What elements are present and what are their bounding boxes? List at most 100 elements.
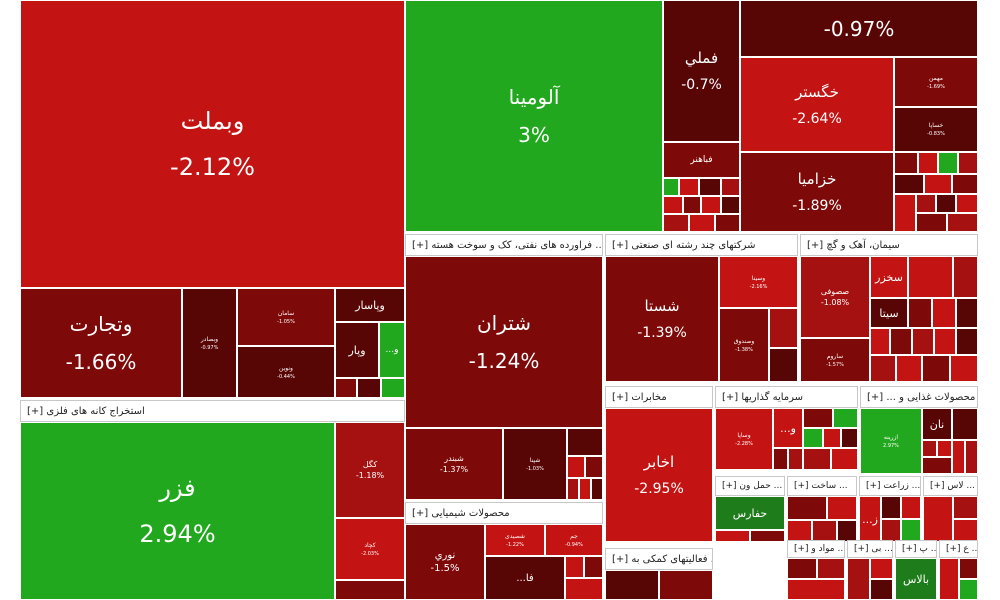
small-tiles-mosaic	[870, 328, 978, 382]
small-tiles-mosaic	[773, 448, 803, 470]
tile-name: نان	[929, 417, 945, 431]
tile-vnovin[interactable]: ونوین -0.44%	[237, 346, 335, 398]
tile-name: آلومینا	[508, 85, 560, 109]
tile-sakhzar[interactable]: سخزر	[870, 256, 908, 298]
tile-change: -2.95%	[634, 481, 684, 497]
tile-name: سخزر	[875, 270, 903, 284]
tile-vsapa[interactable]: وساپا -2.28%	[715, 408, 773, 470]
tile-fazar[interactable]: فزر 2.94%	[20, 422, 335, 600]
group-header-chemicals[interactable]: محصولات شیمیایی [+]	[405, 502, 603, 524]
tile-name: ازرینه	[883, 433, 899, 441]
tile-change: 2.94%	[139, 520, 216, 548]
tile-jam[interactable]: جم -0.94%	[545, 524, 603, 556]
tile-small[interactable]	[335, 580, 405, 600]
tile-name: وصندوق	[733, 337, 755, 345]
tile-change: -1.5%	[430, 563, 460, 574]
tile-khzamia[interactable]: خزامیا -1.89%	[740, 152, 894, 232]
tile-change: 2.97%	[883, 442, 899, 449]
small-tiles-mosaic	[605, 570, 713, 600]
tile-name: ونوین	[279, 364, 293, 372]
tile-change: -0.97%	[200, 344, 219, 351]
tile-name: ...ز	[862, 512, 878, 526]
tile-name: فزر	[159, 474, 196, 502]
tile-balas[interactable]: بالاس	[895, 558, 937, 600]
tile-name: سامان	[277, 309, 295, 317]
tile-khsapa[interactable]: خساپا -0.83%	[894, 107, 978, 152]
tile-shtran[interactable]: شتران -1.24%	[405, 256, 603, 428]
tile-vbmellat[interactable]: وبملت -2.12%	[20, 0, 405, 288]
tile-fbahonar[interactable]: فباهنر	[663, 142, 740, 178]
tile-name: ...و	[780, 421, 796, 435]
group-header-metal-ores[interactable]: استخراج کانه های فلزی [+]	[20, 400, 405, 422]
group-header-investments[interactable]: سرمایه گذاریها [+]	[715, 386, 858, 408]
tile-name: ...فا	[516, 572, 534, 584]
group-header-telecom[interactable]: مخابرات [+]	[605, 386, 713, 408]
tile-nan[interactable]: نان	[922, 408, 952, 440]
group-header-p[interactable]: ... پ [+]	[895, 540, 937, 558]
small-tiles-mosaic	[715, 530, 785, 542]
tile-shemgsh[interactable]: شصیدی -1.22%	[485, 524, 545, 556]
group-header-e[interactable]: ... ع [+]	[939, 540, 978, 558]
group-header-support-activities[interactable]: ... فعالیتهای کمکی به [+]	[605, 548, 713, 570]
tile-auto-group[interactable]: -0.97%	[740, 0, 978, 57]
tile-noori[interactable]: نوري -1.5%	[405, 524, 485, 600]
small-tiles-mosaic	[663, 178, 740, 232]
group-header-glass[interactable]: ... لاس [+]	[923, 476, 978, 496]
tile-name: وبصادر	[200, 335, 219, 343]
group-header-transport[interactable]: ... حمل ون [+]	[715, 476, 785, 496]
tile-zarin[interactable]: ازرینه 2.97%	[860, 408, 922, 474]
group-header-materials[interactable]: ... مواد و [+]	[787, 540, 845, 558]
tile-vbsader[interactable]: وبصادر -0.97%	[182, 288, 237, 398]
tile-vtejarat[interactable]: وتجارت -1.66%	[20, 288, 182, 398]
tile-name: شتران	[476, 311, 532, 335]
tile-akhaber[interactable]: اخابر -2.95%	[605, 408, 713, 542]
tile-name: شستا	[644, 297, 680, 315]
tile-name: فملي	[684, 49, 719, 67]
tile-name: حفارس	[732, 506, 768, 520]
tile-change: -2.28%	[735, 440, 753, 447]
tile-change: -2.03%	[361, 550, 379, 557]
tile-hafars[interactable]: حفارس	[715, 496, 785, 530]
tile-kachad[interactable]: کچاد -2.03%	[335, 518, 405, 580]
group-header-cement[interactable]: سیمان، آهک و گچ [+]	[800, 234, 978, 256]
tile-fameli[interactable]: فملي -0.7%	[663, 0, 740, 142]
tile-change: -2.64%	[792, 110, 842, 127]
tile-change: -0.7%	[681, 77, 722, 93]
tile-fa[interactable]: ...فا	[485, 556, 565, 600]
tile-khgostar[interactable]: خگستر -2.64%	[740, 57, 894, 152]
tile-z[interactable]: ...ز	[859, 496, 881, 542]
group-header-agriculture[interactable]: ... زراعت [+]	[859, 476, 921, 496]
tile-shpna[interactable]: شپنا -1.03%	[503, 428, 567, 500]
tile-vsabhan[interactable]: وصندوق -1.38%	[719, 308, 769, 382]
tile-vpar[interactable]: وپار	[335, 322, 379, 378]
tile-vo2[interactable]: ...و	[773, 408, 803, 448]
tile-shbandar[interactable]: شبندر -1.37%	[405, 428, 503, 500]
tile-change: -2.16%	[749, 283, 768, 290]
tile-vo[interactable]: ...و	[379, 322, 405, 378]
group-header-multi-industry[interactable]: شرکتهای چند رشته ای صنعتی [+]	[605, 234, 798, 256]
tile-change: -1.39%	[637, 325, 687, 341]
tile-aluminium[interactable]: آلومینا 3%	[405, 0, 663, 232]
tile-name: کگل	[362, 460, 378, 469]
tile-sita[interactable]: سیتا	[870, 298, 908, 328]
group-header-construction[interactable]: ... ساخت [+]	[787, 476, 857, 496]
group-header-petroleum[interactable]: ... فراورده های نفتی، کک و سوخت هسته [+]	[405, 234, 603, 256]
tile-name: نوري	[434, 550, 456, 561]
group-header-b[interactable]: ... بی [+]	[847, 540, 893, 558]
tile-sarood[interactable]: ساروم -1.57%	[800, 338, 870, 382]
tile-vpasar[interactable]: وپاسار	[335, 288, 405, 322]
tile-mehan[interactable]: مهمن -1.69%	[894, 57, 978, 107]
small-tiles-mosaic	[908, 256, 978, 328]
tile-vsina[interactable]: وسینا -2.16%	[719, 256, 798, 308]
tile-change: -0.83%	[927, 131, 945, 137]
tile-shasta[interactable]: شستا -1.39%	[605, 256, 719, 382]
tile-sfufi[interactable]: صصوفی -1.08%	[800, 256, 870, 338]
tile-name: فباهنر	[690, 155, 713, 165]
group-header-food[interactable]: محصولات غذایی و ... [+]	[860, 386, 978, 408]
tile-name: اخابر	[643, 453, 675, 471]
small-tiles-mosaic	[787, 496, 857, 542]
tile-saman[interactable]: سامان -1.05%	[237, 288, 335, 346]
tile-name: صصوفی	[820, 287, 850, 296]
tile-name: وسینا	[751, 274, 766, 282]
tile-kagol[interactable]: کگل -1.18%	[335, 422, 405, 518]
